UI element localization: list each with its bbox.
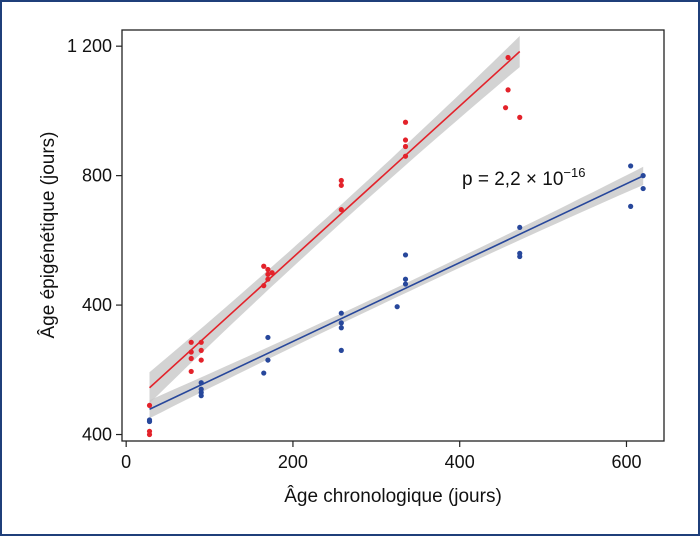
data-point-series-2 — [394, 304, 400, 310]
data-point-series-2 — [628, 163, 634, 169]
data-point-series-1 — [402, 119, 409, 125]
data-point-series-1 — [188, 368, 194, 375]
x-tick-label: 400 — [445, 452, 475, 472]
data-point-series-1 — [146, 402, 153, 409]
y-tick-label: 400 — [82, 425, 112, 445]
data-point-series-1 — [505, 87, 511, 93]
data-point-series-2 — [640, 185, 646, 192]
x-tick-label: 0 — [121, 452, 131, 472]
data-point-series-2 — [517, 253, 523, 260]
y-tick-label: 800 — [82, 166, 112, 186]
y-axis-title: Âge épigénétique (jours) — [37, 131, 59, 338]
data-point-series-1 — [338, 182, 344, 188]
p-value-exponent: −16 — [563, 165, 585, 180]
data-point-series-2 — [338, 347, 344, 353]
data-point-series-2 — [402, 276, 409, 282]
data-point-series-2 — [261, 370, 267, 376]
data-point-series-2 — [338, 325, 344, 331]
data-point-series-1 — [265, 276, 271, 282]
data-point-series-2 — [402, 252, 409, 258]
data-point-series-1 — [338, 177, 344, 184]
x-tick-label: 600 — [611, 452, 641, 472]
y-axis-ticks: 400 400 800 1 200 — [67, 36, 122, 445]
confidence-bands — [149, 36, 644, 419]
data-point-series-1 — [517, 114, 523, 120]
data-point-series-1 — [198, 339, 204, 345]
data-points — [146, 54, 646, 438]
data-point-series-2 — [146, 418, 153, 425]
data-point-series-1 — [269, 270, 275, 276]
data-point-series-2 — [265, 357, 271, 363]
data-point-series-1 — [265, 271, 271, 277]
p-value-annotation: p = 2,2 × 10−16 — [462, 165, 585, 190]
y-tick-label: 1 200 — [67, 36, 112, 56]
data-point-series-2 — [198, 380, 204, 386]
data-point-series-1 — [261, 263, 267, 269]
data-point-series-1 — [402, 143, 409, 150]
data-point-series-1 — [502, 105, 509, 111]
data-point-series-1 — [188, 349, 194, 355]
data-point-series-2 — [628, 203, 634, 209]
y-tick-label: 400 — [82, 295, 112, 315]
regression-lines — [148, 50, 644, 410]
data-point-series-1 — [188, 339, 194, 345]
plot-area-border — [121, 29, 665, 442]
p-value-base: p = 2,2 × 10 — [462, 169, 563, 190]
data-point-series-2 — [640, 173, 646, 179]
data-point-series-1 — [402, 137, 409, 143]
data-point-series-1 — [505, 54, 511, 61]
data-point-series-2 — [198, 393, 204, 399]
data-point-series-2 — [338, 310, 344, 316]
data-point-series-1 — [402, 153, 409, 159]
data-point-series-1 — [146, 431, 153, 438]
data-point-series-1 — [188, 355, 194, 362]
x-axis-ticks: 0 200 400 600 — [121, 441, 642, 472]
x-tick-label: 200 — [278, 452, 308, 472]
data-point-series-1 — [338, 207, 344, 213]
data-point-series-2 — [265, 334, 271, 341]
regression-line-2 — [149, 175, 644, 410]
data-point-series-2 — [338, 320, 344, 326]
data-point-series-1 — [261, 283, 267, 289]
regression-line-1 — [148, 50, 521, 389]
data-point-series-1 — [265, 266, 271, 273]
data-point-series-1 — [198, 347, 204, 353]
data-point-series-2 — [517, 224, 523, 231]
data-point-series-1 — [198, 357, 204, 363]
data-point-series-2 — [402, 281, 409, 287]
x-axis-title: Âge chronologique (jours) — [284, 485, 502, 507]
